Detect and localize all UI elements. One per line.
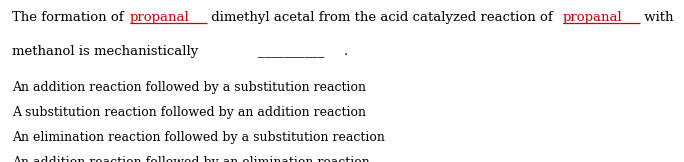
Text: An addition reaction followed by a substitution reaction: An addition reaction followed by a subst… bbox=[12, 81, 367, 94]
Text: A substitution reaction followed by an addition reaction: A substitution reaction followed by an a… bbox=[12, 106, 367, 119]
Text: propanal: propanal bbox=[563, 11, 622, 24]
Text: __________: __________ bbox=[258, 45, 324, 58]
Text: propanal: propanal bbox=[130, 11, 189, 24]
Text: methanol is mechanistically: methanol is mechanistically bbox=[12, 45, 203, 58]
Text: dimethyl acetal from the acid catalyzed reaction of: dimethyl acetal from the acid catalyzed … bbox=[207, 11, 557, 24]
Text: with: with bbox=[640, 11, 673, 24]
Text: An addition reaction followed by an elimination reaction: An addition reaction followed by an elim… bbox=[12, 156, 370, 162]
Text: An elimination reaction followed by a substitution reaction: An elimination reaction followed by a su… bbox=[12, 131, 385, 144]
Text: The formation of: The formation of bbox=[12, 11, 128, 24]
Text: .: . bbox=[343, 45, 348, 58]
